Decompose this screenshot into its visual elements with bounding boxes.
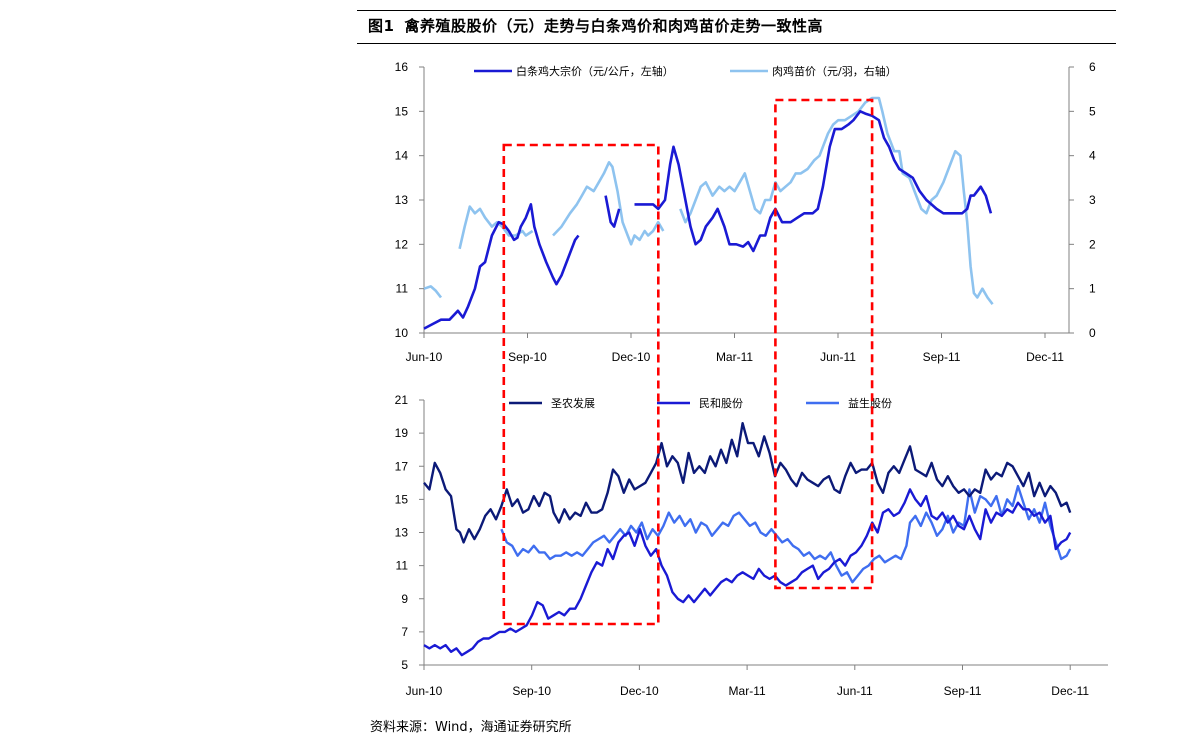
figure-title: 图1 禽养殖股股价（元）走势与白条鸡价和肉鸡苗价走势一致性高 bbox=[368, 15, 823, 36]
panel1-left-tick-label: 15 bbox=[395, 104, 409, 118]
legend-shengnong-label: 圣农发展 bbox=[551, 396, 595, 410]
panel2-x-tick-label: Dec-11 bbox=[1051, 684, 1089, 698]
panel1-x-tick-label: Sep-11 bbox=[923, 350, 961, 364]
series-line-chick-seedling-price bbox=[423, 285, 443, 299]
panel1-right-tick-label: 3 bbox=[1089, 193, 1096, 207]
panel2-left-tick-label: 9 bbox=[401, 592, 408, 606]
panel1-right-tick-label: 0 bbox=[1089, 326, 1096, 340]
highlight-box-2 bbox=[774, 98, 874, 590]
series-line-shengnong bbox=[423, 422, 1072, 544]
panel1-left-tick-label: 16 bbox=[395, 60, 409, 74]
legend-yisheng-label: 益生股份 bbox=[848, 396, 892, 410]
panel1-left-tick-label: 10 bbox=[395, 326, 409, 340]
panel1-x-tick-label: Jun-11 bbox=[820, 350, 856, 364]
title-rule bbox=[357, 43, 1116, 44]
panel1-x-tick-label: Jun-10 bbox=[406, 350, 443, 364]
panel2-left-tick-label: 13 bbox=[395, 526, 409, 540]
panel2-left-tick-label: 21 bbox=[395, 393, 409, 407]
legend-minhe-label: 民和股份 bbox=[699, 397, 743, 410]
series-line-broiler-price bbox=[604, 195, 621, 228]
panel2-left-tick-label: 11 bbox=[396, 559, 409, 573]
panel1-left-tick-label: 12 bbox=[395, 237, 409, 251]
panel2-left-tick-label: 15 bbox=[395, 492, 409, 506]
legend-label-broiler-price: 白条鸡大宗价（元/公斤，左轴） bbox=[516, 64, 674, 78]
panel2-x-tick-label: Jun-10 bbox=[406, 684, 443, 698]
series-line-chick-seedling-price bbox=[679, 96, 994, 305]
top-rule bbox=[357, 10, 1116, 11]
figure-title-text: 禽养殖股股价（元）走势与白条鸡价和肉鸡苗价走势一致性高 bbox=[404, 17, 823, 35]
panel1-x-tick-label: Dec-10 bbox=[612, 350, 651, 364]
panel1-left-tick-label: 11 bbox=[396, 282, 409, 296]
panel1-right-tick-label: 5 bbox=[1089, 104, 1096, 118]
panel1-right-tick-label: 6 bbox=[1089, 60, 1096, 74]
panel2-x-tick-label: Mar-11 bbox=[729, 684, 766, 698]
series-line-minhe bbox=[423, 488, 1072, 657]
series-line-chick-seedling-price bbox=[458, 205, 534, 250]
panel2-left-tick-label: 19 bbox=[395, 426, 409, 440]
panel1-right-tick-label: 2 bbox=[1089, 237, 1096, 251]
series-line-chick-seedling-price bbox=[552, 161, 665, 246]
source-note: 资料来源：Wind，海通证券研究所 bbox=[370, 720, 572, 735]
panel1-left-tick-label: 13 bbox=[395, 193, 409, 207]
legend-label-chick-seedling-price: 肉鸡苗价（元/羽，右轴） bbox=[772, 64, 897, 78]
panel2-x-tick-label: Sep-10 bbox=[512, 684, 551, 698]
panel1-x-tick-label: Sep-10 bbox=[508, 350, 547, 364]
highlight-box-1 bbox=[502, 143, 660, 626]
panel1-right-tick-label: 1 bbox=[1089, 282, 1096, 296]
panel2-x-tick-label: Sep-11 bbox=[944, 684, 982, 698]
panel1-x-tick-label: Mar-11 bbox=[716, 350, 753, 364]
figure-number: 图1 bbox=[368, 17, 395, 35]
panel1-left-tick-label: 14 bbox=[395, 149, 409, 163]
series-line-yisheng bbox=[500, 484, 1072, 584]
panel2-left-tick-label: 17 bbox=[395, 459, 409, 473]
panel2-left-tick-label: 5 bbox=[401, 658, 408, 672]
panel2-left-tick-label: 7 bbox=[401, 625, 408, 639]
panel1-right-tick-label: 4 bbox=[1089, 149, 1096, 163]
series-line-broiler-price bbox=[634, 110, 993, 253]
series-line-broiler-price bbox=[423, 203, 580, 330]
panel2-x-tick-label: Jun-11 bbox=[837, 684, 873, 698]
panel2-x-tick-label: Dec-10 bbox=[620, 684, 659, 698]
panel1-x-tick-label: Dec-11 bbox=[1026, 350, 1064, 364]
